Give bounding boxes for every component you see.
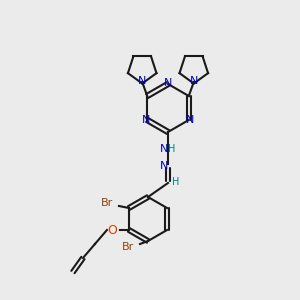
Text: O: O <box>107 224 117 236</box>
Text: N: N <box>186 115 194 125</box>
Text: N: N <box>138 76 146 86</box>
Text: N: N <box>160 161 168 171</box>
Text: H: H <box>172 177 180 187</box>
Text: N: N <box>160 144 168 154</box>
Text: Br: Br <box>122 242 134 252</box>
Text: Br: Br <box>101 198 113 208</box>
Text: N: N <box>142 115 150 125</box>
Text: N: N <box>164 78 172 88</box>
Text: N: N <box>190 76 198 86</box>
Text: H: H <box>168 144 176 154</box>
